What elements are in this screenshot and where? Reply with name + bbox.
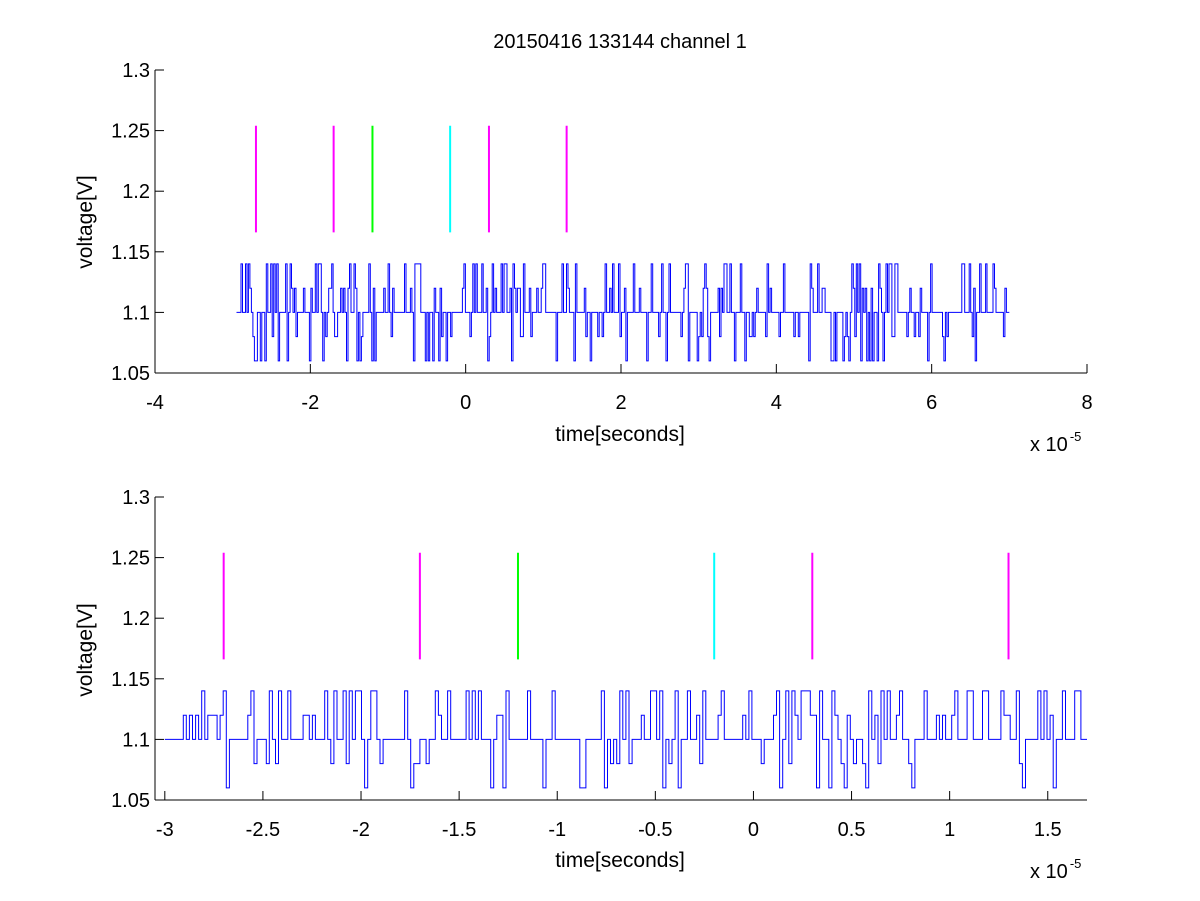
x-tick-label: -4 — [146, 392, 164, 414]
x-exponent-label-bottom: x 10 -5 — [1030, 856, 1081, 883]
y-tick-label: 1.2 — [122, 181, 150, 203]
x-exponent-power-top: -5 — [1070, 429, 1082, 444]
x-tick-label: -1 — [548, 819, 566, 841]
x-tick-label: 0 — [460, 392, 471, 414]
plot-bottom: -3 -2.5 -2 -1.5 -1 -0.5 0 0.5 1 1.5 1.051.11.151.… — [74, 487, 1087, 883]
y-tick-label: 1.1 — [122, 302, 150, 324]
x-tick-label: 1.5 — [1034, 819, 1062, 841]
y-ticks-top: 1.05 1.1 1.15 1.2 1.25 1.3 — [111, 60, 164, 385]
y-ticks-bottom: 1.05 1.1 1.15 1.2 1.25 1.3 — [111, 487, 164, 812]
y-tick-label: 1.15 — [111, 669, 150, 691]
x-exponent-base-bottom: x 10 — [1030, 861, 1068, 883]
figure-title: 20150416 133144 channel 1 — [493, 31, 747, 53]
x-exponent-base-top: x 10 — [1030, 434, 1068, 456]
signal-line — [236, 263, 1010, 362]
markers-top — [254, 125, 568, 233]
x-ticks-top: -4 -2 0 2 4 6 8 — [146, 364, 1093, 414]
y-axis-label-bottom: voltage[V] — [74, 603, 97, 696]
x-tick-label: 8 — [1081, 392, 1092, 414]
y-tick-label: 1.05 — [111, 363, 150, 385]
plot-top: -4 -2 0 2 4 6 8 1.05 1.1 1.15 1.2 1.25 1.3 time[sec… — [74, 60, 1093, 456]
x-tick-label: 4 — [771, 392, 782, 414]
x-tick-label: -3 — [156, 819, 174, 841]
y-tick-label: 1.15 — [111, 242, 150, 264]
x-tick-label: 1 — [944, 819, 955, 841]
x-tick-label: -0.5 — [638, 819, 672, 841]
x-exponent-label-top: x 10 -5 — [1030, 429, 1081, 456]
signal-trace-bottom — [164, 690, 1087, 789]
y-tick-label: 1.3 — [122, 60, 150, 82]
y-tick-label: 1.25 — [111, 548, 150, 570]
markers-bottom — [222, 552, 1010, 660]
y-tick-label: 1.25 — [111, 121, 150, 143]
signal-trace-top — [236, 263, 1010, 362]
x-axis-label-top: time[seconds] — [555, 423, 685, 446]
y-tick-label: 1.05 — [111, 790, 150, 812]
x-tick-label: -1.5 — [442, 819, 476, 841]
x-tick-label: -2 — [301, 392, 319, 414]
y-tick-label: 1.3 — [122, 487, 150, 509]
x-tick-label: 0.5 — [838, 819, 866, 841]
x-ticks-bottom: -3 -2.5 -2 -1.5 -1 -0.5 0 0.5 1 1.5 — [156, 791, 1062, 841]
x-axis-label-bottom: time[seconds] — [555, 849, 685, 872]
x-tick-label: -2 — [352, 819, 370, 841]
x-tick-label: 0 — [748, 819, 759, 841]
x-tick-label: -2.5 — [246, 819, 280, 841]
x-tick-label: 6 — [926, 392, 937, 414]
y-tick-label: 1.1 — [122, 729, 150, 751]
x-exponent-power-bottom: -5 — [1070, 856, 1082, 871]
y-axis-label-top: voltage[V] — [74, 175, 97, 268]
x-tick-label: 2 — [615, 392, 626, 414]
y-tick-label: 1.2 — [122, 608, 150, 630]
signal-line — [164, 690, 1087, 789]
